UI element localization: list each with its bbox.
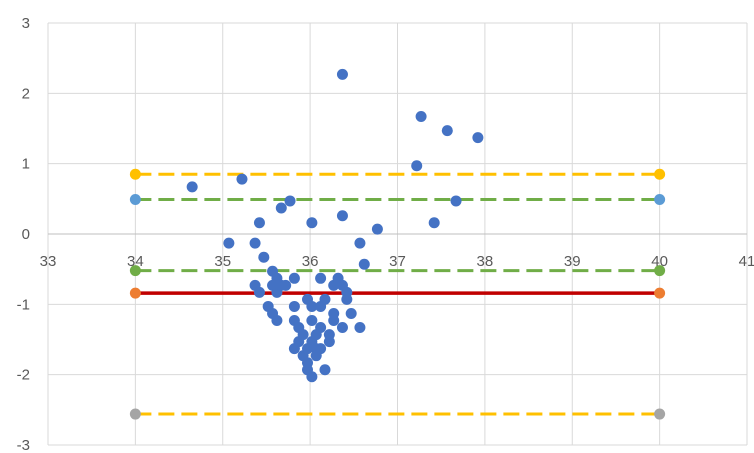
data-point <box>428 217 440 229</box>
data-point <box>306 300 318 312</box>
y-tick-label: 0 <box>22 226 30 243</box>
data-point <box>236 173 248 185</box>
data-point <box>315 272 327 284</box>
data-point <box>472 132 484 144</box>
data-point <box>341 293 353 305</box>
x-tick-label: 37 <box>389 253 406 270</box>
data-point <box>275 202 287 214</box>
data-point <box>288 300 300 312</box>
data-point <box>354 322 366 334</box>
data-point <box>450 195 462 207</box>
x-tick-label: 39 <box>564 253 581 270</box>
y-tick-label: -1 <box>17 296 30 313</box>
y-tick-label: 3 <box>22 15 30 32</box>
data-point <box>306 371 318 383</box>
data-point <box>253 286 265 298</box>
data-points <box>186 68 484 383</box>
data-point <box>186 181 198 193</box>
data-point <box>411 160 423 172</box>
data-point <box>271 315 283 327</box>
data-point <box>258 251 270 263</box>
line-end-marker <box>654 287 666 299</box>
data-point <box>280 279 292 291</box>
data-point <box>271 272 283 284</box>
y-tick-label: 1 <box>22 156 30 173</box>
data-point <box>315 322 327 334</box>
data-point <box>345 307 357 319</box>
tick-labels: 33 34 35 36 37 38 39 40 41 -3 -2 -1 0 1 2 3 <box>17 15 754 453</box>
line-end-marker <box>129 408 141 420</box>
data-point <box>358 258 370 270</box>
data-point <box>319 293 331 305</box>
line-end-marker <box>654 408 666 420</box>
y-tick-label: -3 <box>17 437 30 453</box>
data-point <box>336 68 348 80</box>
x-tick-label: 41 <box>739 253 754 270</box>
line-end-marker <box>654 265 666 277</box>
line-end-marker <box>129 265 141 277</box>
data-point <box>336 322 348 334</box>
line-end-marker <box>129 168 141 180</box>
grid-lines <box>47 22 748 446</box>
data-point <box>415 111 427 123</box>
y-tick-label: -2 <box>17 367 30 384</box>
x-tick-label: 33 <box>40 253 57 270</box>
line-end-marker <box>129 194 141 206</box>
data-point <box>306 315 318 327</box>
line-end-marker <box>654 194 666 206</box>
x-tick-label: 38 <box>477 253 494 270</box>
data-point <box>354 237 366 249</box>
line-end-marker <box>654 168 666 180</box>
x-tick-label: 35 <box>214 253 231 270</box>
data-point <box>288 272 300 284</box>
data-point <box>284 195 296 207</box>
line-end-marker <box>129 287 141 299</box>
data-point <box>441 125 453 137</box>
x-tick-label: 40 <box>651 253 668 270</box>
reference-lines <box>129 168 666 420</box>
data-point <box>371 223 383 235</box>
data-point <box>249 237 261 249</box>
data-point <box>328 307 340 319</box>
x-tick-label: 34 <box>127 253 144 270</box>
data-point <box>319 364 331 376</box>
data-point <box>306 217 318 229</box>
data-point <box>315 343 327 355</box>
x-tick-label: 36 <box>302 253 319 270</box>
data-point <box>297 329 309 341</box>
data-point <box>336 210 348 222</box>
data-point <box>223 237 235 249</box>
data-point <box>323 329 335 341</box>
data-point <box>253 217 265 229</box>
y-tick-label: 2 <box>22 85 30 102</box>
